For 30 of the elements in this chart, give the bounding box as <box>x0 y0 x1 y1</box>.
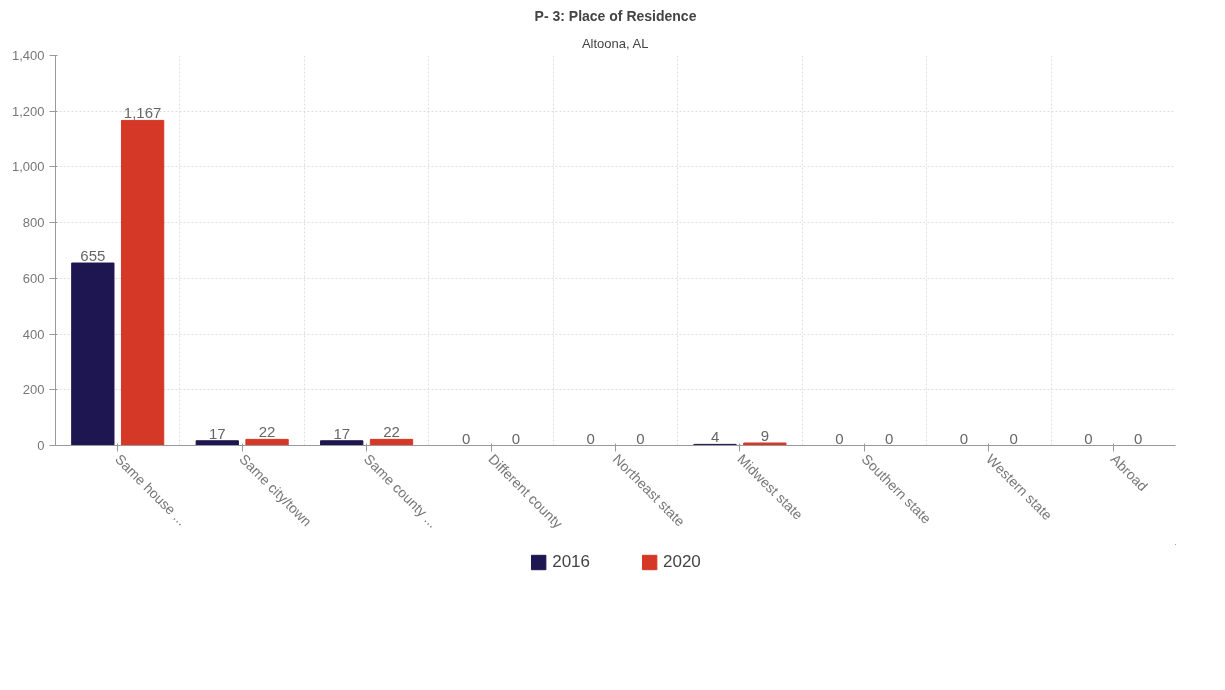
y-tick-label: 200 <box>22 382 45 398</box>
data-label: 0 <box>959 429 969 447</box>
data-label: 9 <box>760 426 770 444</box>
y-tick-label: 1,400 <box>11 48 45 63</box>
y-tick-label: 600 <box>22 270 45 286</box>
data-label: 0 <box>636 429 645 447</box>
data-label: 0 <box>462 429 471 447</box>
data-label: 4 <box>710 428 720 446</box>
data-label: 655 <box>80 247 106 265</box>
y-tick-label: 1,000 <box>11 159 45 175</box>
data-label: 0 <box>885 429 894 447</box>
data-label: 0 <box>835 429 844 447</box>
y-tick-label: 800 <box>22 215 45 231</box>
chart-subtitle: Altoona, AL <box>581 35 649 51</box>
data-label: 0 <box>1009 429 1018 447</box>
data-label: 22 <box>383 423 400 441</box>
data-label: 17 <box>208 424 226 442</box>
data-label: 0 <box>1084 429 1093 447</box>
data-label: 0 <box>511 429 521 447</box>
chart-title: P- 3: Place of Residence <box>534 7 697 24</box>
y-tick-label: 1,200 <box>11 103 45 119</box>
legend-label: 2020 <box>663 551 701 572</box>
data-label: 22 <box>258 423 276 441</box>
data-label: 0 <box>586 429 595 447</box>
data-label: 1,167 <box>123 104 162 122</box>
y-tick-label: 400 <box>22 326 45 342</box>
data-label: 0 <box>1134 429 1143 447</box>
legend-label: 2016 <box>552 551 590 572</box>
data-label: 17 <box>333 424 351 442</box>
y-tick-label: 0 <box>37 438 45 453</box>
